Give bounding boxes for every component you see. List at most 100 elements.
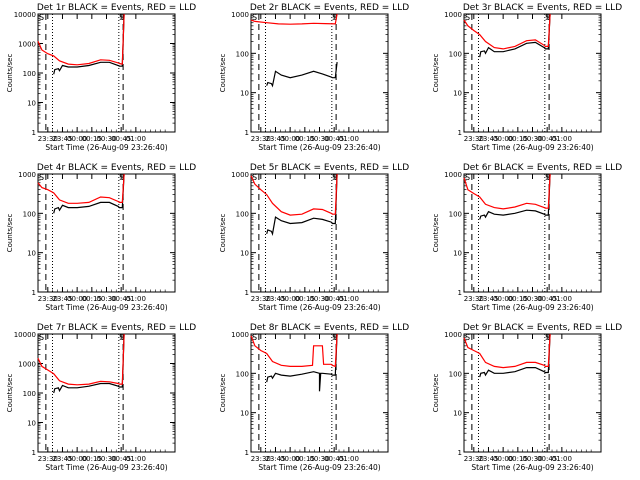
y-tick-label: 10 bbox=[240, 250, 249, 258]
x-tick-label: 00:30 bbox=[309, 135, 329, 143]
y-tick-label: 1 bbox=[32, 289, 36, 297]
y-axis-label: Counts/sec bbox=[219, 54, 227, 93]
series-line-lld bbox=[463, 173, 551, 210]
end-marker-label: S bbox=[332, 333, 337, 342]
x-tick-label: 00:30 bbox=[96, 455, 116, 463]
plot-frame bbox=[463, 333, 602, 453]
y-tick-label: 1000 bbox=[231, 11, 249, 19]
y-axis-label: Counts/sec bbox=[432, 54, 440, 93]
chart-title: Det 7r BLACK = Events, RED = LLD bbox=[37, 323, 196, 333]
plot-frame bbox=[37, 173, 176, 293]
x-tick-label: 00:30 bbox=[309, 295, 329, 303]
x-tick-label: 01:00 bbox=[339, 455, 359, 463]
x-tick-label: 00:45 bbox=[324, 135, 344, 143]
x-tick-label: 23:45 bbox=[52, 455, 72, 463]
series-line-lld bbox=[463, 333, 551, 369]
series-line-lld bbox=[250, 173, 338, 216]
plot-frame bbox=[37, 13, 176, 133]
start-marker-label: S bbox=[252, 13, 257, 22]
x-tick-label: 23:45 bbox=[265, 135, 285, 143]
series-line-events bbox=[266, 173, 338, 236]
end-marker-label: S bbox=[545, 13, 550, 22]
chart-panel-2: Det 2r BLACK = Events, RED = LLD 1 10 100 10… bbox=[219, 3, 409, 152]
y-tick-label: 100 bbox=[23, 390, 36, 398]
y-tick-label: 10 bbox=[27, 100, 36, 108]
start-marker-label: S bbox=[39, 13, 44, 22]
y-tick-label: 100 bbox=[449, 50, 462, 58]
series-line-lld bbox=[37, 13, 125, 66]
start-marker-label: S bbox=[39, 333, 44, 342]
y-tick-label: 100 bbox=[23, 70, 36, 78]
x-tick-label: 00:00 bbox=[280, 295, 300, 303]
end-marker-label: S bbox=[119, 13, 124, 22]
chart-panel-1: Det 1r BLACK = Events, RED = LLD 1 10 100 10… bbox=[6, 3, 196, 152]
x-tick-label: 00:00 bbox=[67, 455, 87, 463]
series-line-events bbox=[479, 333, 551, 378]
x-tick-label: 23:30 bbox=[38, 135, 58, 143]
x-tick-label: 00:30 bbox=[522, 455, 542, 463]
chart-panel-6: Det 6r BLACK = Events, RED = LLD 1 10 100 10… bbox=[432, 163, 622, 312]
y-tick-label: 10 bbox=[240, 90, 249, 98]
y-tick-label: 100 bbox=[23, 210, 36, 218]
x-tick-label: 00:45 bbox=[111, 295, 131, 303]
x-tick-label: 23:45 bbox=[265, 455, 285, 463]
y-tick-label: 1 bbox=[458, 289, 462, 297]
y-tick-label: 1 bbox=[32, 129, 36, 137]
start-marker-label: S bbox=[252, 173, 257, 182]
y-axis-label: Counts/sec bbox=[6, 214, 14, 253]
x-axis-label: Start Time (26-Aug-09 23:26:40) bbox=[471, 303, 593, 312]
x-axis-label: Start Time (26-Aug-09 23:26:40) bbox=[258, 463, 380, 472]
x-axis-label: Start Time (26-Aug-09 23:26:40) bbox=[471, 463, 593, 472]
x-tick-label: 23:30 bbox=[464, 455, 484, 463]
y-tick-label: 10 bbox=[453, 250, 462, 258]
series-line-lld bbox=[37, 333, 125, 386]
x-tick-label: 23:30 bbox=[38, 295, 58, 303]
plot-frame bbox=[463, 13, 602, 133]
y-tick-label: 100 bbox=[236, 50, 249, 58]
y-axis-label: Counts/sec bbox=[432, 374, 440, 413]
x-axis-label: Start Time (26-Aug-09 23:26:40) bbox=[45, 303, 167, 312]
plot-frame bbox=[463, 173, 602, 293]
x-tick-label: 00:45 bbox=[537, 295, 557, 303]
series-line-events bbox=[53, 13, 125, 75]
x-tick-label: 00:00 bbox=[493, 455, 513, 463]
y-tick-label: 1 bbox=[32, 449, 36, 457]
y-tick-label: 10000 bbox=[14, 11, 36, 19]
y-tick-label: 1000 bbox=[18, 361, 36, 369]
x-axis-label: Start Time (26-Aug-09 23:26:40) bbox=[45, 143, 167, 152]
y-tick-label: 100 bbox=[236, 210, 249, 218]
x-tick-label: 00:30 bbox=[96, 135, 116, 143]
y-tick-label: 1 bbox=[458, 449, 462, 457]
chart-title: Det 5r BLACK = Events, RED = LLD bbox=[250, 163, 409, 173]
chart-title: Det 6r BLACK = Events, RED = LLD bbox=[463, 163, 622, 173]
x-tick-label: 01:00 bbox=[126, 135, 146, 143]
x-tick-label: 23:30 bbox=[251, 135, 271, 143]
x-tick-label: 23:45 bbox=[478, 135, 498, 143]
y-tick-label: 10 bbox=[27, 420, 36, 428]
x-tick-label: 00:15 bbox=[295, 455, 315, 463]
y-tick-label: 100 bbox=[236, 370, 249, 378]
y-tick-label: 1000 bbox=[18, 171, 36, 179]
series-line-events bbox=[479, 173, 551, 220]
x-axis-label: Start Time (26-Aug-09 23:26:40) bbox=[471, 143, 593, 152]
y-tick-label: 10 bbox=[240, 410, 249, 418]
x-tick-label: 23:30 bbox=[251, 295, 271, 303]
series-line-lld bbox=[463, 13, 551, 50]
y-axis-label: Counts/sec bbox=[6, 374, 14, 413]
x-tick-label: 00:15 bbox=[508, 455, 528, 463]
chart-panel-7: Det 7r BLACK = Events, RED = LLD 1 10 100 10… bbox=[6, 323, 196, 472]
series-line-events bbox=[479, 13, 551, 58]
chart-panel-4: Det 4r BLACK = Events, RED = LLD 1 10 100 10… bbox=[6, 163, 196, 312]
y-tick-label: 1000 bbox=[444, 11, 462, 19]
y-axis-label: Counts/sec bbox=[6, 54, 14, 93]
x-tick-label: 23:45 bbox=[265, 295, 285, 303]
x-tick-label: 23:30 bbox=[464, 135, 484, 143]
chart-title: Det 1r BLACK = Events, RED = LLD bbox=[37, 3, 196, 13]
x-tick-label: 00:15 bbox=[295, 295, 315, 303]
plot-frame bbox=[37, 333, 176, 453]
x-tick-label: 00:15 bbox=[295, 135, 315, 143]
y-tick-label: 1000 bbox=[231, 331, 249, 339]
series-line-events bbox=[266, 333, 338, 392]
x-axis-label: Start Time (26-Aug-09 23:26:40) bbox=[258, 143, 380, 152]
y-axis-label: Counts/sec bbox=[432, 214, 440, 253]
